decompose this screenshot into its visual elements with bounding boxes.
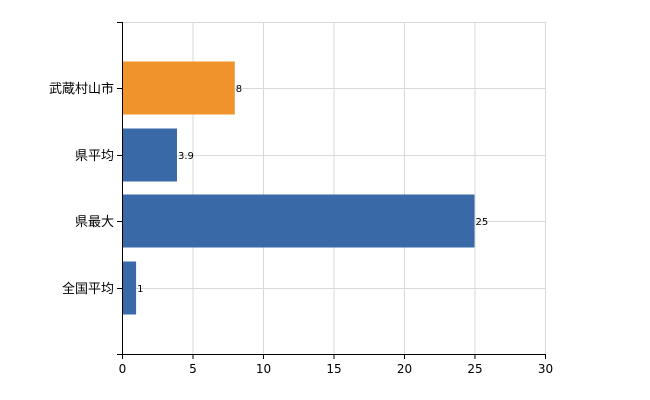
x-tick-label-0: 0 [119, 362, 127, 376]
x-tick-label-4: 20 [397, 362, 412, 376]
data-label-1: 3.9 [178, 151, 194, 162]
category-label-0: 武蔵村山市 [49, 81, 114, 97]
data-label-2: 25 [476, 217, 489, 228]
axes [117, 22, 546, 359]
x-tick-label-2: 10 [256, 362, 271, 376]
x-tick-label-3: 15 [326, 362, 341, 376]
bar-3 [123, 261, 137, 315]
data-label-3: 1 [137, 284, 143, 295]
category-label-1: 県平均 [75, 149, 114, 164]
data-label-0: 8 [236, 84, 242, 95]
x-tick-label-6: 30 [538, 362, 553, 376]
x-tick-label-5: 25 [467, 362, 482, 376]
category-label-3: 全国平均 [62, 281, 114, 297]
x-tick-label-1: 5 [189, 362, 197, 376]
bar-1 [123, 128, 177, 182]
bar-0 [123, 61, 235, 115]
category-label-2: 県最大 [75, 215, 114, 230]
bar-2 [123, 194, 475, 248]
bars [123, 61, 475, 315]
